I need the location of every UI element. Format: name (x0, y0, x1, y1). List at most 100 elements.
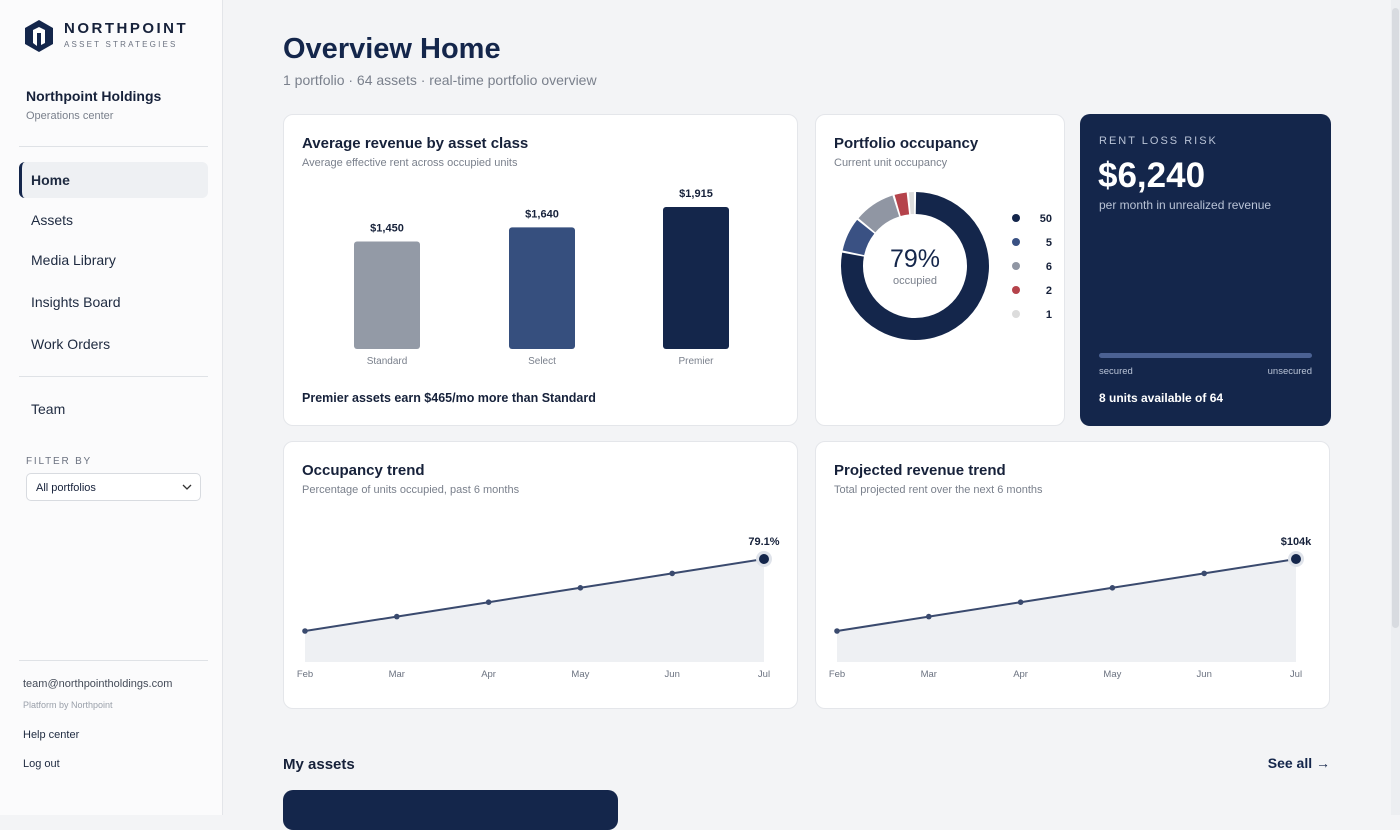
x-tick-label: Jun (665, 669, 680, 680)
x-tick-label: Jul (758, 669, 770, 680)
divider (19, 146, 208, 147)
filter-value: All portfolios (36, 482, 96, 494)
chart-note: Premier assets earn $465/mo more than St… (302, 391, 596, 405)
risk-value: $6,240 (1098, 156, 1205, 196)
legend-label: 2 (1046, 285, 1052, 297)
center-label: occupied (893, 275, 937, 287)
x-tick-label: Feb (829, 669, 845, 680)
page-title: Overview Home (283, 33, 501, 66)
x-tick-label: Mar (921, 669, 937, 680)
point (578, 585, 584, 591)
point (1291, 554, 1301, 564)
line-chart: Feb Mar Apr May Jun $104k Jul (816, 442, 1330, 709)
legend-dot (1012, 214, 1020, 222)
donut-segment (867, 206, 896, 225)
x-tick-label: May (571, 669, 589, 680)
x-tick-label: Select (528, 356, 556, 367)
asset-card[interactable] (283, 790, 618, 830)
logout-link[interactable]: Log out (23, 758, 60, 770)
help-link[interactable]: Help center (23, 729, 79, 741)
progress-right: unsecured (1268, 366, 1312, 377)
point (302, 628, 308, 634)
point (759, 554, 769, 564)
scrollbar (1391, 0, 1400, 815)
area (837, 559, 1296, 662)
filter-label: FILTER BY (26, 456, 92, 467)
page-subtitle: 1 portfolio · 64 assets · real-time port… (283, 72, 597, 88)
bar (354, 241, 420, 349)
nav-item[interactable]: Assets (19, 202, 208, 238)
x-tick-label: Apr (1013, 669, 1028, 680)
line-chart: Feb Mar Apr May Jun 79.1% Jul (284, 442, 798, 709)
chevron (182, 484, 192, 491)
donut-segment (853, 227, 865, 253)
bar (509, 227, 575, 349)
risk-label: RENT LOSS RISK (1099, 135, 1218, 147)
divider (19, 376, 208, 377)
point (834, 628, 840, 634)
brand-sub: ASSET STRATEGIES (64, 40, 178, 49)
sidebar: NORTHPOINT ASSET STRATEGIES Northpoint H… (0, 0, 223, 815)
point (926, 614, 932, 620)
point (1110, 585, 1116, 591)
divider (19, 660, 208, 661)
donut-chart: 50 5 6 2 1 79% occupied (816, 115, 1065, 426)
legend-dot (1012, 286, 1020, 294)
donut-card: Portfolio occupancy Current unit occupan… (815, 114, 1065, 426)
legend-label: 5 (1046, 237, 1052, 249)
nav-item[interactable]: Work Orders (19, 326, 208, 362)
value-label: $1,450 (370, 222, 404, 234)
x-tick-label: Standard (367, 356, 408, 367)
x-tick-label: Premier (678, 356, 714, 367)
x-tick-label: Feb (297, 669, 313, 680)
value-label: $1,915 (679, 188, 713, 200)
see-all[interactable]: See all → (1268, 755, 1330, 771)
legend-label: 1 (1046, 309, 1052, 321)
area (305, 559, 764, 662)
x-tick-label: Apr (481, 669, 496, 680)
x-tick-label: Mar (389, 669, 405, 680)
risk-sub: per month in unrealized revenue (1099, 198, 1271, 212)
line-card: Projected revenue trend Total projected … (815, 441, 1330, 709)
nav-item[interactable]: Insights Board (19, 284, 208, 320)
nav-item[interactable]: Media Library (19, 242, 208, 278)
platform: Platform by Northpoint (23, 700, 113, 710)
filter-select[interactable]: All portfolios (26, 473, 201, 501)
brand: NORTHPOINT (64, 20, 188, 37)
point (486, 599, 492, 605)
scroll-thumb (1392, 8, 1399, 628)
legend-label: 50 (1040, 213, 1052, 225)
legend-label: 6 (1046, 261, 1052, 273)
x-tick-label: Jul (1290, 669, 1302, 680)
risk-card: RENT LOSS RISK $6,240 per month in unrea… (1080, 114, 1331, 426)
donut-segment (898, 203, 908, 205)
x-tick-label: May (1103, 669, 1121, 680)
value-label: $104k (1281, 536, 1312, 548)
nav-item[interactable]: Home (19, 162, 208, 198)
value-label: $1,640 (525, 208, 559, 220)
point (1201, 571, 1207, 577)
bar-card: Average revenue by asset class Average e… (283, 114, 798, 426)
x-tick-label: Jun (1197, 669, 1212, 680)
org-sub: Operations center (26, 110, 113, 122)
center-value: 79% (890, 245, 940, 273)
nav-item[interactable]: Team (19, 391, 208, 427)
progress-bar (1099, 353, 1312, 358)
point (1018, 599, 1024, 605)
risk-footer: 8 units available of 64 (1099, 391, 1223, 405)
point (394, 614, 400, 620)
value-label: 79.1% (748, 536, 779, 548)
org-name: Northpoint Holdings (26, 88, 161, 104)
section-title: My assets (283, 756, 355, 773)
bar-chart: $1,450 Standard $1,640 Select $1,915 Premier (284, 115, 798, 426)
bar (663, 207, 729, 349)
legend-dot (1012, 310, 1020, 318)
line-card: Occupancy trend Percentage of units occu… (283, 441, 798, 709)
progress-left: secured (1099, 366, 1133, 377)
legend-dot (1012, 238, 1020, 246)
email: team@northpointholdings.com (23, 678, 172, 690)
point (669, 571, 675, 577)
legend-dot (1012, 262, 1020, 270)
logo (24, 19, 54, 53)
